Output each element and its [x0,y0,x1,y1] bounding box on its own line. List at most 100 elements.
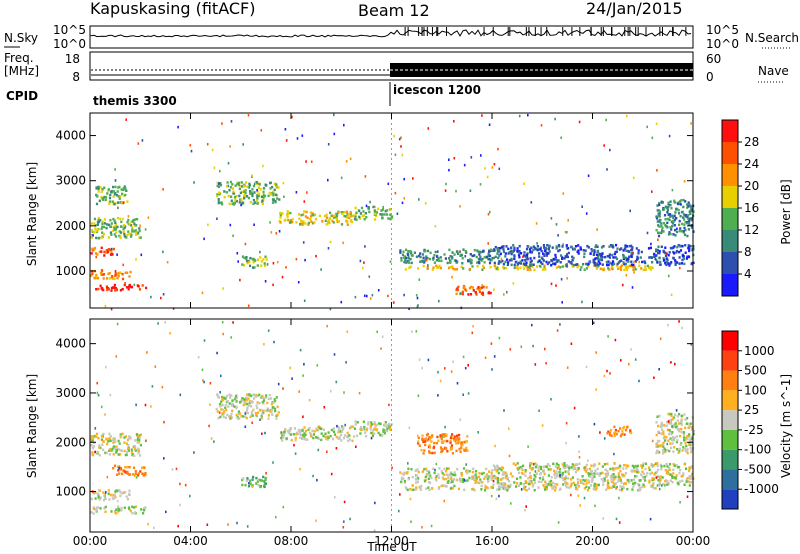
heatmap-cell [584,269,586,272]
heatmap-cell [265,394,267,397]
heatmap-cell [405,249,407,252]
heatmap-cell [473,254,475,257]
heatmap-cell [659,232,661,235]
heatmap-cell [470,262,472,265]
heatmap-cell [680,431,682,434]
heatmap-cell [635,358,637,361]
heatmap-cell [444,426,446,429]
heatmap-cell [229,417,231,420]
heatmap-cell [130,271,132,274]
heatmap-cell [678,451,680,454]
heatmap-cell [465,463,467,466]
heatmap-cell [477,431,479,434]
heatmap-cell [463,467,465,470]
heatmap-cell [328,431,330,434]
heatmap-cell [227,400,229,403]
heatmap-cell [585,249,587,252]
heatmap-cell [668,433,670,436]
heatmap-cell [155,365,157,368]
heatmap-cell [593,488,595,491]
heatmap-cell [511,264,513,267]
heatmap-cell [579,121,581,124]
heatmap-cell [438,266,440,269]
heatmap-cell [340,434,342,437]
heatmap-cell [459,205,461,208]
heatmap-cell [115,179,117,182]
heatmap-cell [241,397,243,400]
heatmap-cell [237,252,239,255]
heatmap-cell [642,462,644,465]
heatmap-cell [226,185,228,188]
heatmap-cell [257,264,259,267]
heatmap-cell [423,265,425,268]
heatmap-cell [98,217,100,220]
heatmap-cell [116,449,118,452]
heatmap-cell [669,204,671,207]
heatmap-cell [101,287,103,290]
heatmap-cell [334,133,336,136]
heatmap-cell [243,257,245,260]
heatmap-cell [256,189,258,192]
heatmap-cell [642,476,644,479]
heatmap-cell [554,263,556,266]
heatmap-cell [261,200,263,203]
heatmap-cell [497,465,499,468]
heatmap-cell [684,200,686,203]
heatmap-cell [134,284,136,287]
noise-trace [91,27,691,37]
heatmap-cell [410,498,412,501]
heatmap-cell [226,414,228,417]
heatmap-cell [679,435,681,438]
heatmap-cell [547,483,549,486]
heatmap-cell [489,255,491,258]
heatmap-cell [543,255,545,258]
heatmap-cell [571,482,573,485]
heatmap-cell [97,277,99,280]
y-tick-label: 1000 [55,264,86,278]
heatmap-cell [402,477,404,480]
heatmap-cell [685,252,687,255]
heatmap-cell [388,423,390,426]
heatmap-cell [637,257,639,260]
heatmap-cell [232,235,234,238]
heatmap-cell [330,390,332,393]
heatmap-cell [580,266,582,269]
heatmap-cell [108,202,110,205]
heatmap-cell [606,261,608,264]
heatmap-cell [461,441,463,444]
heatmap-cell [296,191,298,194]
heatmap-cell [99,498,101,501]
heatmap-cell [522,465,524,468]
heatmap-cell [388,404,390,407]
heatmap-cell [481,284,483,287]
heatmap-cell [388,183,390,186]
heatmap-cell [678,472,680,475]
heatmap-cell [283,182,285,185]
heatmap-cell [548,468,550,471]
heatmap-cell [688,433,690,436]
heatmap-cell [650,247,652,250]
heatmap-cell [365,175,367,178]
heatmap-cell [521,472,523,475]
heatmap-cell [271,414,273,417]
heatmap-cell [673,252,675,255]
x-tick-label: 04:00 [173,534,208,548]
heatmap-cell [127,498,129,501]
heatmap-cell [659,482,661,485]
heatmap-cell [658,368,660,371]
heatmap-cell [675,477,677,480]
heatmap-cell [246,477,248,480]
heatmap-cell [119,235,121,238]
heatmap-cell [286,437,288,440]
heatmap-cell [507,264,509,267]
heatmap-cell [607,432,609,435]
colorbar-tick-label: 28 [744,135,759,149]
heatmap-cell [529,269,531,272]
heatmap-cell [104,218,106,221]
heatmap-cell [574,484,576,487]
heatmap-cell [481,114,483,117]
heatmap-cell [669,429,671,432]
heatmap-cell [344,501,346,504]
heatmap-cell [531,251,533,254]
heatmap-cell [607,255,609,258]
